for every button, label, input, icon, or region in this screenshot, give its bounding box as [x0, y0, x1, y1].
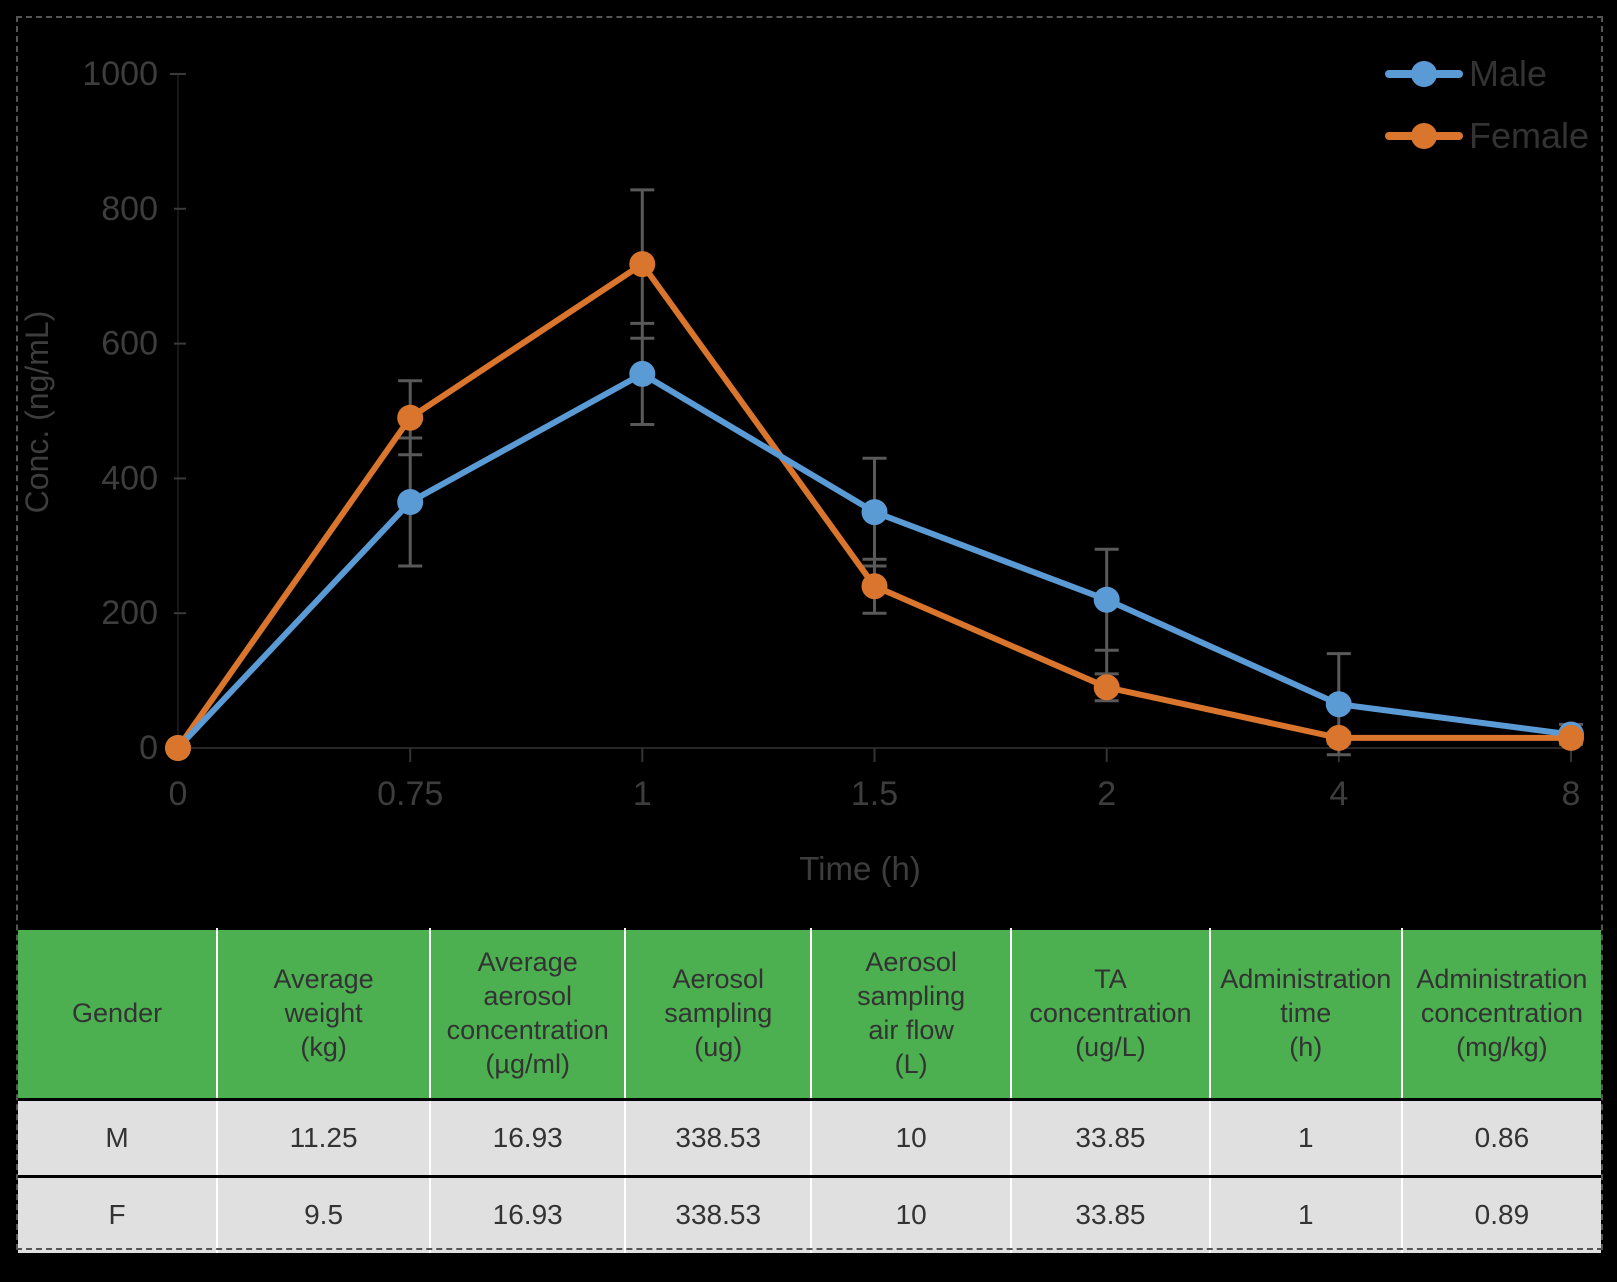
svg-text:Conc. (ng/mL): Conc. (ng/mL)	[19, 311, 55, 514]
svg-text:8: 8	[1562, 775, 1581, 813]
svg-text:4: 4	[1329, 775, 1348, 813]
svg-text:Female: Female	[1469, 115, 1589, 156]
svg-text:Time (h): Time (h)	[799, 850, 921, 887]
svg-text:200: 200	[101, 594, 158, 632]
svg-text:1.5: 1.5	[851, 775, 898, 813]
svg-text:800: 800	[101, 190, 158, 228]
svg-text:1000: 1000	[82, 55, 158, 93]
svg-text:0: 0	[139, 729, 158, 767]
svg-text:1: 1	[633, 775, 652, 813]
svg-text:0: 0	[169, 775, 188, 813]
svg-text:400: 400	[101, 459, 158, 497]
svg-text:0.75: 0.75	[377, 775, 443, 813]
svg-text:Male: Male	[1469, 53, 1547, 94]
svg-text:2: 2	[1097, 775, 1116, 813]
svg-text:600: 600	[101, 325, 158, 363]
